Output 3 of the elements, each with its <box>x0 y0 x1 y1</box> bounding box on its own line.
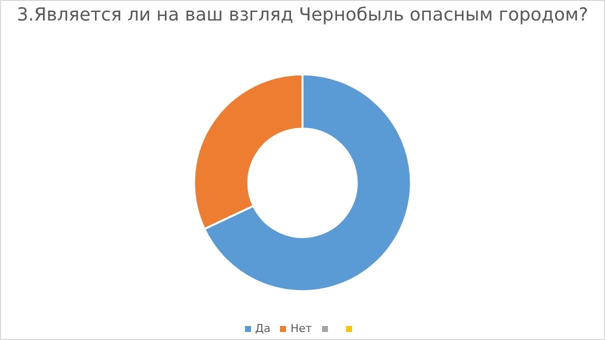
legend-label: Да <box>255 322 270 335</box>
chart-title: 3.Является ли на ваш взгляд Чернобыль опасным городом? <box>16 4 588 26</box>
legend-label: Нет <box>290 322 312 335</box>
